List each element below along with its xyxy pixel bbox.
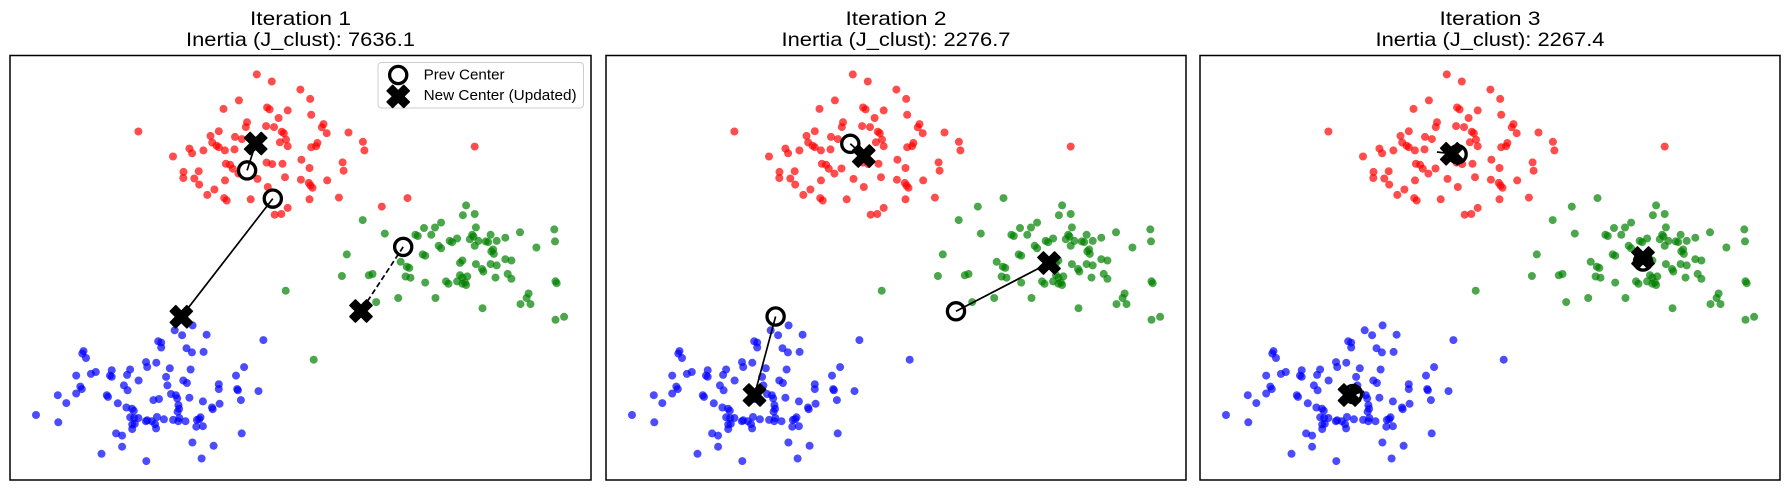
svg-text:Inertia (J_clust): 2267.4: Inertia (J_clust): 2267.4	[1376, 29, 1605, 51]
svg-text:New Center (Updated): New Center (Updated)	[424, 88, 577, 104]
svg-text:Iteration 3: Iteration 3	[1440, 8, 1541, 30]
svg-text:Inertia (J_clust): 7636.1: Inertia (J_clust): 7636.1	[186, 29, 415, 51]
svg-text:Iteration 1: Iteration 1	[250, 8, 351, 30]
svg-text:Prev Center: Prev Center	[424, 68, 505, 84]
svg-text:Inertia (J_clust): 2276.7: Inertia (J_clust): 2276.7	[782, 29, 1011, 51]
svg-text:Iteration 2: Iteration 2	[846, 8, 947, 30]
